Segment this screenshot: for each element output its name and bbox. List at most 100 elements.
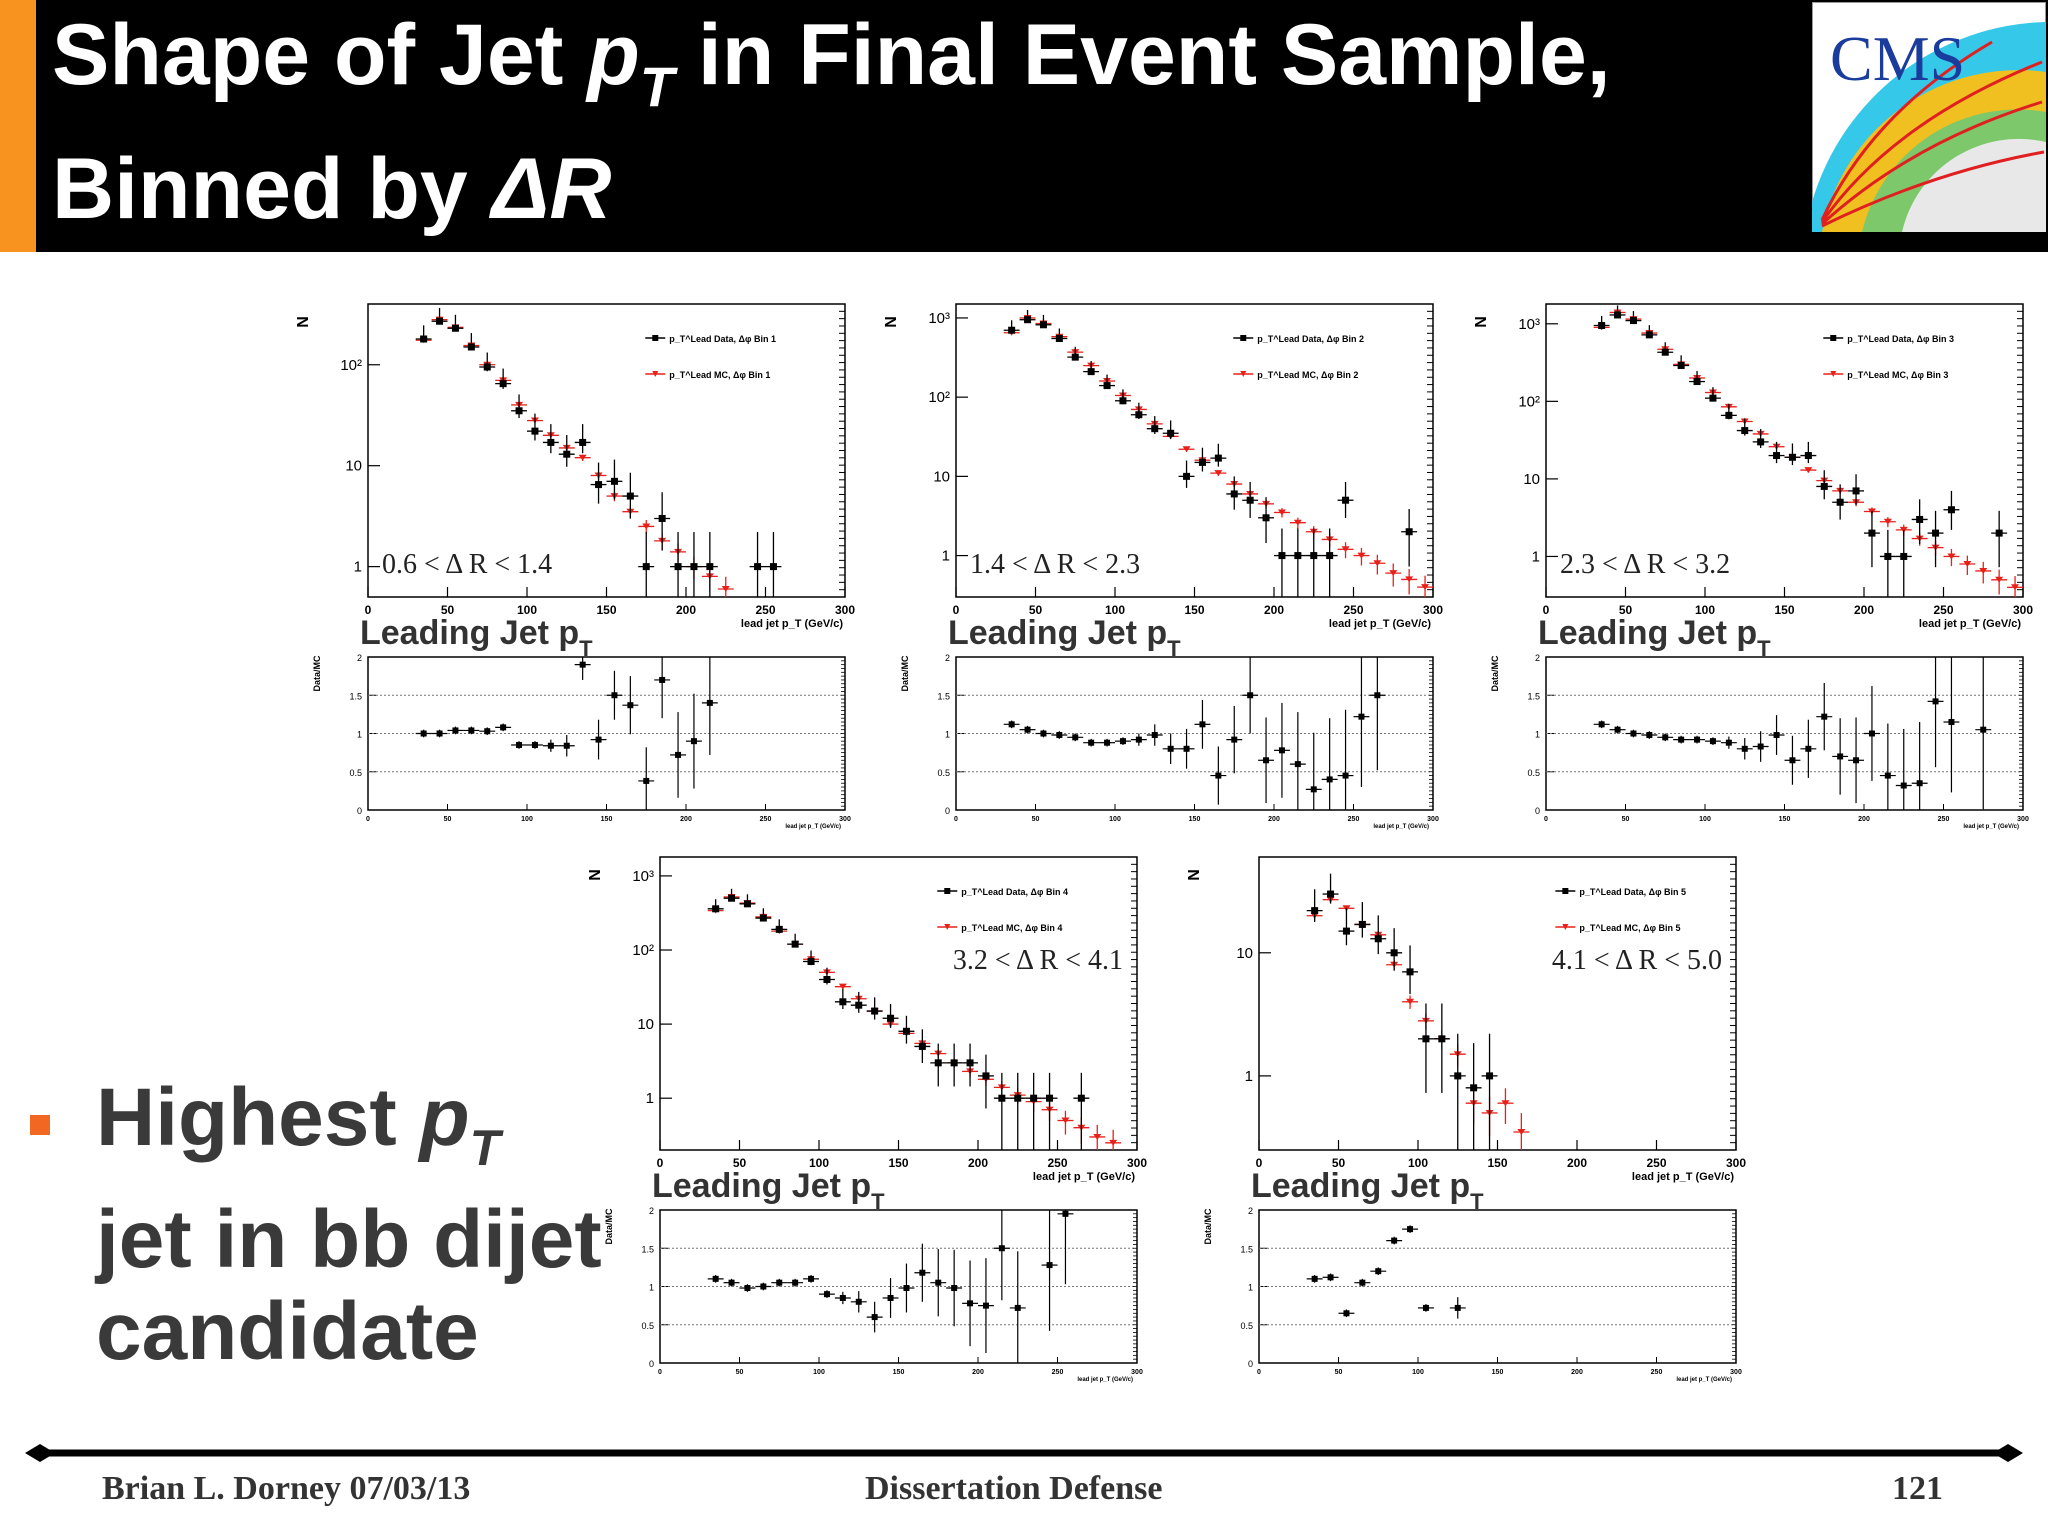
ratio-x-tick-label: 300 — [1131, 1369, 1143, 1376]
legend-data-marker — [1562, 888, 1569, 894]
data-point — [1278, 552, 1286, 560]
data-point — [1836, 498, 1844, 506]
ratio-x-tick-label: 200 — [1268, 816, 1280, 823]
x-tick-label: 50 — [441, 603, 455, 617]
x-tick-label: 0 — [657, 1156, 664, 1170]
ratio-point — [1900, 782, 1907, 789]
y-tick-label: 1 — [1532, 548, 1540, 565]
data-point — [1294, 552, 1302, 560]
caption-text: Leading Jet p — [652, 1167, 871, 1205]
data-point — [1342, 927, 1350, 935]
ratio-point — [808, 1275, 815, 1282]
x-tick-label: 300 — [1127, 1156, 1147, 1170]
mc-point — [1405, 576, 1414, 583]
data-point — [547, 438, 555, 446]
delta-r-range-label: 4.1 < Δ R < 5.0 — [1552, 945, 1722, 976]
ratio-point — [1821, 713, 1828, 720]
caption-subscript: T — [871, 1189, 885, 1214]
data-point — [807, 957, 815, 965]
x-tick-label: 100 — [1695, 603, 1715, 617]
mc-point — [1947, 553, 1956, 560]
data-point — [1103, 382, 1111, 390]
x-tick-label: 0 — [365, 603, 372, 617]
mc-point — [1406, 998, 1415, 1005]
ratio-x-axis-label: lead jet p_T (GeV/c) — [1676, 1377, 1732, 1383]
x-tick-label: 250 — [1047, 1156, 1067, 1170]
ratio-point — [659, 676, 666, 683]
ratio-point — [1646, 732, 1653, 739]
data-point — [1470, 1084, 1478, 1092]
legend-data-label: p_T^Lead Data, Δφ Bin 5 — [1579, 887, 1686, 897]
ratio-point — [1916, 780, 1923, 787]
x-tick-label: 50 — [1332, 1156, 1346, 1170]
ratio-point — [744, 1285, 751, 1292]
x-tick-label: 200 — [1854, 603, 1874, 617]
ratio-tick-label: 2 — [1248, 1206, 1253, 1216]
ratio-point — [1948, 719, 1955, 726]
data-point — [467, 343, 475, 351]
ratio-point — [839, 1294, 846, 1301]
ratio-tick-label: 0.5 — [1240, 1321, 1253, 1331]
bullet-p-symbol: p — [419, 1072, 470, 1163]
ratio-point — [1709, 738, 1716, 745]
ratio-tick-label: 0 — [649, 1359, 654, 1369]
ratio-point — [500, 724, 507, 731]
ratio-point — [967, 1300, 974, 1307]
title-delta-r: ΔR — [491, 141, 612, 237]
caption-text: Leading Jet p — [948, 614, 1167, 652]
ratio-point — [1407, 1226, 1414, 1233]
ratio-point — [1072, 734, 1079, 741]
cms-logo-text: CMS — [1830, 23, 1965, 94]
delta-r-range-label: 2.3 < Δ R < 3.2 — [1560, 549, 1730, 580]
data-point — [966, 1059, 974, 1067]
ratio-point — [468, 727, 475, 734]
data-point — [610, 477, 618, 485]
ratio-point — [1358, 713, 1365, 720]
ratio-point — [706, 699, 713, 706]
ratio-point — [1980, 726, 1987, 733]
ratio-x-tick-label: 50 — [1032, 816, 1040, 823]
ratio-point — [1135, 736, 1142, 743]
x-tick-label: 150 — [1774, 603, 1794, 617]
data-point — [775, 925, 783, 933]
ratio-point — [531, 741, 538, 748]
ratio-point — [1119, 738, 1126, 745]
ratio-point — [1741, 745, 1748, 752]
ratio-tick-label: 0 — [357, 806, 362, 816]
data-point — [1374, 935, 1382, 943]
ratio-tick-label: 1 — [945, 730, 950, 740]
ratio-x-tick-label: 250 — [1651, 1369, 1663, 1376]
bullet-marker — [30, 1115, 50, 1135]
ratio-point — [1311, 1275, 1318, 1282]
data-point — [791, 940, 799, 948]
data-point — [706, 563, 714, 571]
y-axis-label: N — [883, 316, 900, 328]
x-axis-label: lead jet p_T (GeV/c) — [1329, 618, 1431, 630]
legend-mc-label: p_T^Lead MC, Δφ Bin 4 — [961, 923, 1062, 933]
x-tick-label: 150 — [888, 1156, 908, 1170]
ratio-point — [1278, 747, 1285, 754]
data-point — [855, 1001, 863, 1009]
x-tick-label: 150 — [1487, 1156, 1507, 1170]
mc-point — [1389, 570, 1398, 577]
ratio-axis-label: Data/MC — [312, 655, 322, 692]
mc-point — [2011, 584, 2020, 591]
y-tick-label: 10 — [933, 468, 950, 485]
data-point — [595, 481, 603, 489]
ratio-point — [547, 742, 554, 749]
x-axis-label: lead jet p_T (GeV/c) — [1919, 618, 2021, 630]
ratio-x-tick-label: 200 — [680, 816, 692, 823]
ratio-axis-label: Data/MC — [900, 655, 910, 692]
data-point — [1119, 397, 1127, 405]
mc-point — [1293, 519, 1302, 526]
x-tick-label: 50 — [1619, 603, 1633, 617]
main-plot-frame — [955, 303, 1434, 598]
x-tick-label: 100 — [1105, 603, 1125, 617]
ratio-x-tick-label: 150 — [893, 1369, 905, 1376]
data-point — [887, 1014, 895, 1022]
data-point — [499, 380, 507, 388]
ratio-point — [871, 1314, 878, 1321]
ratio-point — [1263, 757, 1270, 764]
